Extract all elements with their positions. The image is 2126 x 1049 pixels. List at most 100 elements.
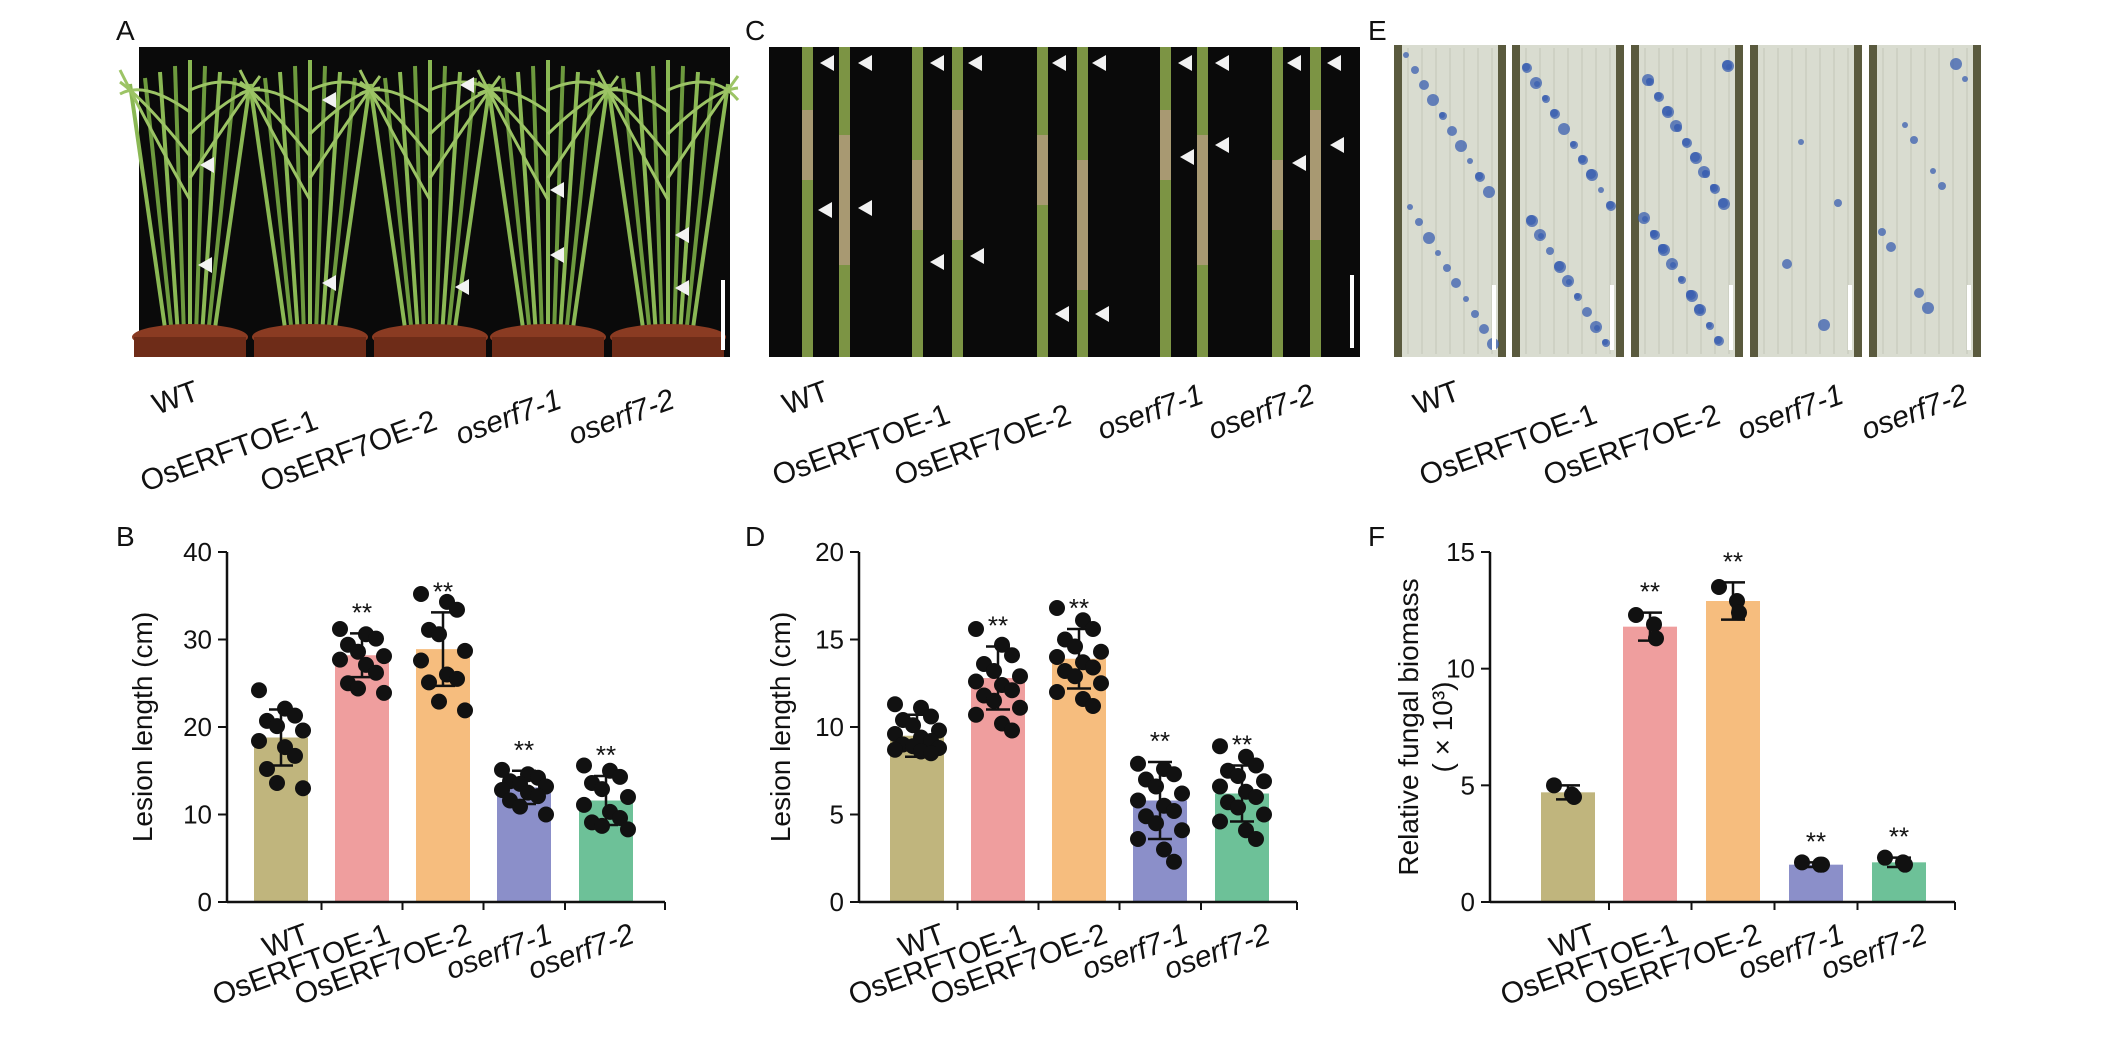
photo-label-e-ko1: oserf7-1 xyxy=(1733,378,1848,447)
stem xyxy=(143,77,174,336)
lesion-arrow xyxy=(198,257,212,273)
leaf xyxy=(188,75,262,179)
hyphae-spot xyxy=(1479,324,1489,334)
hyphae-spot xyxy=(1570,141,1576,147)
plant-group-a-4 xyxy=(476,60,620,357)
leaf xyxy=(477,80,550,157)
data-point xyxy=(1166,853,1182,870)
hyphae-spot xyxy=(1910,136,1918,144)
data-point xyxy=(1093,675,1109,692)
leaf xyxy=(476,69,550,201)
stem-lesion xyxy=(1160,110,1171,180)
stem xyxy=(516,71,538,336)
data-point xyxy=(1711,579,1727,595)
stain-tile-5 xyxy=(1869,45,1981,357)
data-point xyxy=(1897,856,1913,873)
data-point xyxy=(1546,777,1562,794)
hyphae-spot xyxy=(1694,304,1704,314)
photo-label-c-wt: WT xyxy=(778,375,833,422)
data-point xyxy=(295,722,311,739)
y-axis-label-unit-f: ( × 10³) xyxy=(1427,681,1458,772)
y-tick-label-f: 0 xyxy=(1461,887,1475,917)
data-point xyxy=(1256,806,1272,823)
hyphae-spot xyxy=(1435,250,1441,256)
data-point xyxy=(1794,854,1810,871)
hyphae-spot xyxy=(1902,122,1908,128)
data-point xyxy=(923,745,939,762)
y-tick-label-b: 30 xyxy=(183,625,212,655)
data-point xyxy=(968,621,984,637)
stain-tile-1 xyxy=(1394,45,1506,357)
leaf xyxy=(239,88,311,114)
stem xyxy=(446,77,477,336)
stem xyxy=(314,65,327,336)
data-point xyxy=(1004,682,1020,699)
hyphae-spot xyxy=(1578,155,1586,163)
significance-d-3: ** xyxy=(1069,593,1089,623)
stem xyxy=(158,71,180,336)
y-tick-label-d: 5 xyxy=(830,800,844,830)
data-point xyxy=(368,664,384,681)
stem xyxy=(531,65,544,336)
stem xyxy=(672,65,685,336)
data-point xyxy=(1230,768,1246,784)
stem xyxy=(320,71,342,336)
hyphae-spot xyxy=(1722,60,1732,70)
hyphae-spot xyxy=(1886,242,1896,252)
hyphae-spot xyxy=(1670,120,1682,132)
photo-panel-c xyxy=(769,47,1360,357)
stem xyxy=(383,77,414,336)
data-point xyxy=(968,706,984,723)
bar-f-2 xyxy=(1623,626,1677,902)
y-axis-label-b: Lesion length (cm) xyxy=(127,612,158,842)
data-point xyxy=(1212,813,1228,830)
lesion-arrow xyxy=(322,275,336,291)
hyphae-spot xyxy=(1451,278,1461,288)
leaf xyxy=(597,80,670,157)
lesion-arrow xyxy=(930,55,944,71)
hyphae-spot xyxy=(1443,264,1451,272)
hyphae-spot xyxy=(1642,74,1654,86)
data-point xyxy=(1012,668,1028,685)
y-tick-label-b: 10 xyxy=(183,800,212,830)
data-point xyxy=(376,648,392,665)
photo-panel-a xyxy=(118,47,740,357)
lesion-arrow xyxy=(818,202,832,218)
hyphae-spot xyxy=(1526,215,1536,225)
hyphae-spot xyxy=(1411,66,1419,74)
hyphae-spot xyxy=(1558,123,1570,135)
hyphae-spot xyxy=(1602,339,1608,345)
leaf xyxy=(238,69,312,201)
stem xyxy=(248,83,288,336)
hyphae-spot xyxy=(1718,198,1728,208)
lesion-arrow xyxy=(460,77,474,93)
hyphae-spot xyxy=(1878,228,1886,236)
y-tick-label-b: 0 xyxy=(198,887,212,917)
data-point xyxy=(994,636,1010,653)
data-point xyxy=(1148,815,1164,832)
pot-body xyxy=(254,337,366,357)
data-point xyxy=(1049,649,1065,665)
stain-tile-4 xyxy=(1750,45,1862,357)
stem-lesion xyxy=(1197,135,1208,265)
data-point xyxy=(413,652,429,669)
leaf xyxy=(667,80,740,101)
bar-f-3 xyxy=(1706,601,1760,902)
chart-f: WT**OsERFTOE-1**OsERF7OE-2**oserf7-1**os… xyxy=(1393,537,1956,1012)
data-point xyxy=(350,643,366,660)
leaf xyxy=(359,88,431,114)
hyphae-spot xyxy=(1938,182,1946,190)
lesion-arrow xyxy=(1287,55,1301,71)
lesion-arrow xyxy=(820,55,834,71)
lesion-arrow xyxy=(1180,149,1194,165)
stem-7 xyxy=(1160,47,1171,357)
data-point xyxy=(887,741,903,758)
data-point xyxy=(538,806,554,823)
bar-group-b-1: WT xyxy=(251,682,313,965)
hyphae-spot xyxy=(1542,95,1548,101)
leaf xyxy=(666,86,739,136)
data-point xyxy=(259,761,275,777)
y-tick-label-d: 15 xyxy=(815,625,844,655)
lesion-arrow xyxy=(550,247,564,263)
